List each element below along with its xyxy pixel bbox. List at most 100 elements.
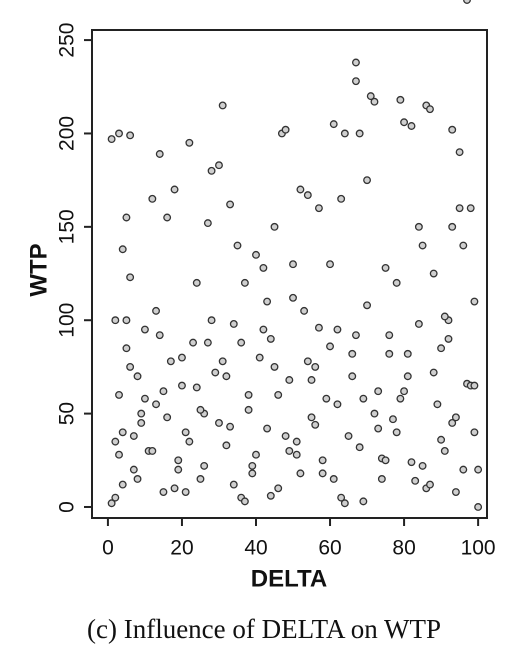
y-tick-label: 100	[56, 303, 79, 338]
point	[170, 185, 179, 194]
point	[352, 77, 360, 86]
point	[451, 413, 460, 422]
point	[266, 334, 275, 343]
point	[233, 241, 242, 250]
point	[303, 191, 312, 200]
point	[437, 435, 446, 444]
point	[333, 400, 342, 409]
point	[366, 92, 375, 101]
point	[174, 456, 183, 465]
point	[281, 432, 290, 440]
point	[355, 129, 364, 138]
point	[396, 95, 405, 104]
point	[392, 428, 401, 437]
point	[174, 465, 183, 474]
point	[274, 484, 283, 493]
point	[181, 488, 190, 496]
point	[444, 334, 453, 343]
y-tick-label: 0	[56, 501, 79, 513]
point	[240, 497, 249, 506]
point	[263, 297, 272, 306]
point	[470, 381, 479, 390]
point	[448, 222, 457, 231]
point	[207, 316, 216, 325]
point	[400, 387, 409, 396]
point	[259, 325, 268, 334]
point	[318, 469, 327, 478]
point	[392, 278, 401, 287]
point	[252, 450, 260, 459]
point	[115, 129, 123, 138]
point	[414, 320, 423, 328]
point	[340, 499, 349, 508]
point	[470, 428, 479, 437]
point	[429, 269, 438, 278]
point	[470, 297, 479, 306]
point	[303, 357, 312, 366]
point	[252, 250, 260, 259]
point	[385, 349, 394, 358]
point	[140, 394, 149, 403]
point	[222, 372, 231, 381]
point	[155, 150, 164, 158]
point	[311, 420, 320, 429]
point	[348, 349, 357, 358]
point	[289, 260, 297, 269]
point	[359, 394, 368, 403]
point	[133, 475, 142, 483]
point	[240, 278, 249, 287]
point	[122, 344, 131, 353]
y-tick-label: 150	[56, 209, 79, 244]
point	[152, 306, 160, 315]
point	[403, 349, 412, 358]
x-tick-label: 60	[318, 537, 341, 560]
point	[185, 437, 194, 446]
point	[118, 245, 127, 254]
point	[170, 484, 179, 493]
point	[129, 465, 138, 474]
point	[126, 131, 135, 140]
point	[255, 353, 264, 362]
point	[414, 222, 423, 231]
point	[326, 260, 334, 269]
point	[126, 362, 135, 371]
point	[222, 441, 231, 450]
point	[122, 316, 131, 325]
point	[148, 447, 157, 455]
point	[440, 312, 449, 321]
point	[118, 480, 127, 489]
point	[363, 301, 372, 310]
point	[229, 480, 238, 489]
point	[314, 204, 323, 213]
point	[307, 413, 316, 422]
point	[163, 413, 172, 422]
point	[226, 422, 235, 431]
point	[348, 372, 357, 381]
point	[155, 331, 164, 340]
x-tick-label: 40	[244, 537, 267, 560]
point	[148, 194, 157, 203]
point	[318, 456, 327, 465]
point	[133, 372, 142, 381]
point	[418, 241, 427, 250]
point	[192, 383, 201, 392]
point	[226, 200, 235, 209]
point	[322, 394, 331, 403]
point	[396, 394, 405, 403]
point	[300, 306, 309, 315]
point	[374, 424, 383, 433]
point	[466, 204, 475, 213]
point	[274, 390, 283, 399]
point	[281, 125, 290, 134]
point	[200, 461, 209, 470]
point	[426, 105, 434, 114]
point	[248, 461, 257, 470]
point	[329, 120, 338, 129]
point	[159, 488, 168, 496]
point	[403, 372, 412, 381]
point	[329, 475, 338, 483]
x-tick-label: 80	[392, 537, 415, 560]
point	[337, 493, 346, 502]
point	[203, 219, 212, 228]
point	[107, 135, 116, 144]
